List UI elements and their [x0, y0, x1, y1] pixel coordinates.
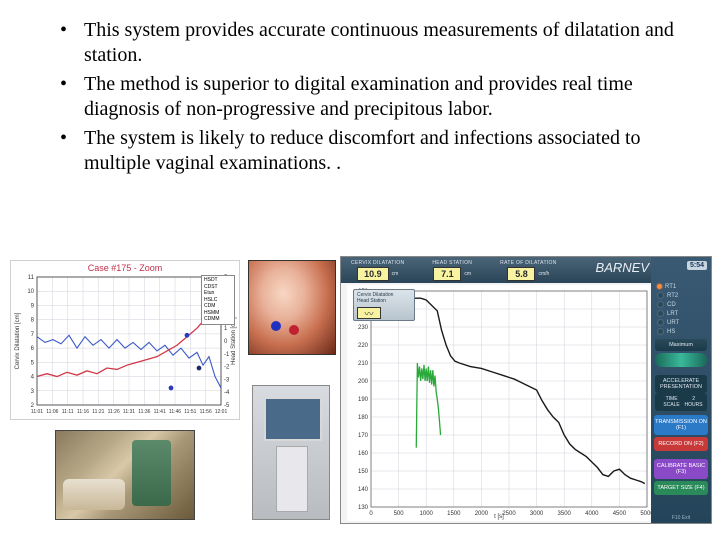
bullet-item: The system is likely to reduce discomfor…: [60, 126, 680, 176]
svg-text:8: 8: [31, 318, 35, 324]
svg-text:0: 0: [224, 339, 228, 345]
svg-text:140: 140: [358, 487, 369, 493]
led-list: RT1 RT2 CD LRT URT HS: [657, 283, 679, 337]
svg-text:11:01: 11:01: [31, 409, 43, 415]
bullet-item: This system provides accurate continuous…: [60, 18, 680, 68]
wave-icon: 〰: [357, 307, 381, 319]
bullet-item: The method is superior to digital examin…: [60, 72, 680, 122]
svg-text:11: 11: [28, 275, 35, 281]
svg-text:-4: -4: [224, 390, 230, 396]
sidebar-footer: F10 Exit: [651, 515, 711, 521]
photo-hospital-bed: [55, 430, 195, 520]
svg-text:11:31: 11:31: [123, 409, 135, 415]
svg-text:150: 150: [358, 469, 369, 475]
calibrate-button[interactable]: CALIBRATE BASIC (F3): [654, 459, 708, 479]
svg-text:11:36: 11:36: [138, 409, 150, 415]
svg-text:7: 7: [31, 332, 35, 338]
maximum-button[interactable]: Maximum: [655, 339, 707, 351]
svg-text:-3: -3: [224, 377, 230, 383]
metric-head-station: HEAD STATION 7.1cm: [432, 260, 472, 281]
bullet-list: This system provides accurate continuous…: [0, 0, 720, 176]
accelerate-button[interactable]: ACCELERATE PRESENTATION: [655, 375, 707, 393]
graphics-region: Case #175 - Zoom 23456789101111:0111:061…: [0, 260, 720, 540]
transmission-button[interactable]: TRANSMISSION ON (F1): [654, 415, 708, 435]
svg-text:11:21: 11:21: [92, 409, 104, 415]
svg-text:11:41: 11:41: [154, 409, 166, 415]
monitor-chart-xlabel: t [s]: [347, 514, 651, 520]
svg-text:11:11: 11:11: [62, 409, 74, 415]
svg-text:5: 5: [31, 360, 35, 366]
svg-text:-5: -5: [224, 403, 230, 409]
led-item: RT2: [657, 292, 679, 301]
metric-dilatation: CERVIX DILATATION 10.9cm: [351, 260, 404, 281]
left-chart: Case #175 - Zoom 23456789101111:0111:061…: [10, 260, 240, 420]
photo-monitor-cart: [252, 385, 330, 520]
led-item: RT1: [657, 283, 679, 292]
svg-text:11:06: 11:06: [46, 409, 58, 415]
svg-text:160: 160: [358, 451, 369, 457]
svg-text:230: 230: [358, 325, 369, 331]
svg-text:200: 200: [358, 379, 369, 385]
target-size-button[interactable]: TARGET SIZE (F4): [654, 481, 708, 495]
brand-logo: BARNEV: [596, 260, 649, 275]
svg-text:11:51: 11:51: [184, 409, 196, 415]
svg-text:11:16: 11:16: [77, 409, 89, 415]
svg-text:170: 170: [358, 433, 369, 439]
led-item: CD: [657, 301, 679, 310]
pill-button[interactable]: [655, 353, 707, 367]
svg-text:-2: -2: [224, 365, 230, 371]
time-scale-button[interactable]: TIME SCALE 2 HOURS: [655, 393, 707, 411]
svg-text:9: 9: [31, 303, 35, 309]
led-item: HS: [657, 328, 679, 337]
svg-text:6: 6: [31, 346, 35, 352]
svg-text:190: 190: [358, 397, 369, 403]
svg-text:11:26: 11:26: [108, 409, 120, 415]
photo-fetal-head: [248, 260, 336, 355]
monitor-dialog: Cervix Dilatation Head Station 〰: [353, 289, 415, 321]
svg-text:Cervix Dilatation [cm]: Cervix Dilatation [cm]: [15, 312, 21, 369]
svg-text:11:46: 11:46: [169, 409, 181, 415]
record-button[interactable]: RECORD ON (F2): [654, 437, 708, 451]
svg-text:4: 4: [31, 375, 35, 381]
svg-text:3: 3: [31, 389, 35, 395]
svg-text:12:01: 12:01: [215, 409, 228, 415]
led-item: LRT: [657, 310, 679, 319]
left-chart-legend: HSDT CDST Etun HSLC CDM HSMM CDMM: [201, 275, 235, 325]
svg-text:10: 10: [27, 289, 34, 295]
svg-text:-1: -1: [224, 352, 230, 358]
metric-rate: RATE OF DILATATION 5.8cm/h: [500, 260, 556, 281]
monitor-screenshot: CERVIX DILATATION 10.9cm HEAD STATION 7.…: [340, 256, 712, 524]
clock: 5:54: [687, 261, 707, 270]
monitor-sidebar: 5:54 RT1 RT2 CD LRT URT HS Maximum ACCEL…: [651, 257, 711, 523]
svg-text:130: 130: [358, 505, 369, 511]
svg-text:180: 180: [358, 415, 369, 421]
svg-text:210: 210: [358, 361, 369, 367]
svg-text:11:56: 11:56: [200, 409, 212, 415]
svg-text:220: 220: [358, 343, 369, 349]
led-item: URT: [657, 319, 679, 328]
svg-text:1: 1: [224, 326, 228, 332]
